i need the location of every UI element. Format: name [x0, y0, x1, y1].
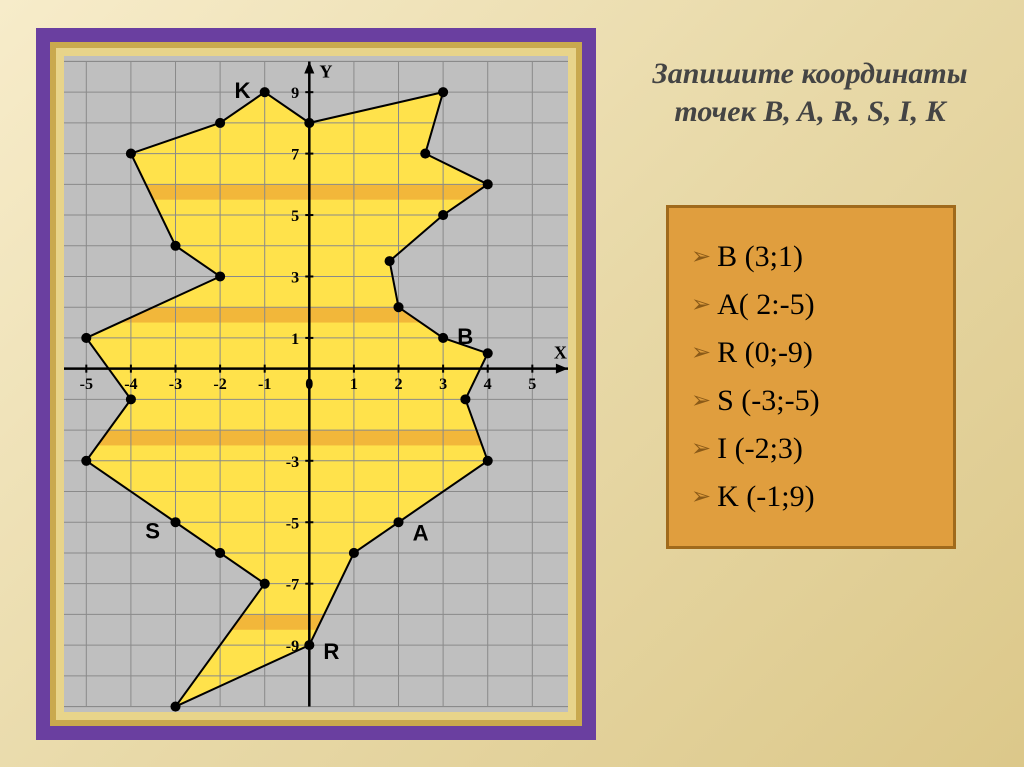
svg-text:3: 3	[291, 270, 299, 287]
svg-text:9: 9	[291, 85, 299, 102]
plot-svg: -5 -4 -3 -2 -1 0 1 2 3 4 5 -9 -7 -5 -3 1 3 5 7 9 X Y K B A R S	[64, 56, 568, 712]
svg-text:A: A	[413, 520, 429, 545]
svg-text:-2: -2	[213, 376, 226, 393]
answer-line: ➢K (-1;9)	[691, 480, 931, 514]
svg-text:0: 0	[305, 376, 313, 393]
plot-inner-frame: -5 -4 -3 -2 -1 0 1 2 3 4 5 -9 -7 -5 -3 1 3 5 7 9 X Y K B A R S	[50, 42, 582, 726]
svg-text:Y: Y	[319, 62, 332, 82]
svg-text:3: 3	[439, 376, 447, 393]
answers-box: ➢В (3;1) ➢А( 2:-5) ➢R (0;-9) ➢S (-3;-5) ➢I (…	[666, 205, 956, 549]
svg-text:S: S	[145, 518, 160, 543]
svg-text:-9: -9	[286, 638, 299, 655]
svg-text:-5: -5	[286, 515, 299, 532]
svg-text:2: 2	[394, 376, 402, 393]
svg-text:1: 1	[291, 331, 299, 348]
svg-text:X: X	[554, 343, 567, 363]
slide: Запишите координаты точек B, A, R, S, I,…	[0, 0, 1024, 767]
svg-text:-3: -3	[169, 376, 182, 393]
svg-text:-7: -7	[286, 577, 299, 594]
svg-text:1: 1	[350, 376, 358, 393]
svg-text:-5: -5	[80, 376, 93, 393]
svg-text:-1: -1	[258, 376, 271, 393]
svg-text:K: K	[234, 78, 250, 103]
coordinate-plot: -5 -4 -3 -2 -1 0 1 2 3 4 5 -9 -7 -5 -3 1 3 5 7 9 X Y K B A R S	[64, 56, 568, 712]
svg-text:5: 5	[528, 376, 536, 393]
answer-line: ➢R (0;-9)	[691, 336, 931, 370]
answer-line: ➢А( 2:-5)	[691, 288, 931, 322]
svg-text:4: 4	[484, 376, 492, 393]
svg-text:-4: -4	[124, 376, 137, 393]
plot-outer-frame: -5 -4 -3 -2 -1 0 1 2 3 4 5 -9 -7 -5 -3 1 3 5 7 9 X Y K B A R S	[36, 28, 596, 740]
svg-text:5: 5	[291, 208, 299, 225]
svg-text:-3: -3	[286, 454, 299, 471]
svg-text:B: B	[457, 324, 473, 349]
answer-line: ➢В (3;1)	[691, 240, 931, 274]
answer-line: ➢I (-2;3)	[691, 432, 931, 466]
answer-line: ➢S (-3;-5)	[691, 384, 931, 418]
task-title: Запишите координаты точек B, A, R, S, I,…	[620, 55, 1000, 130]
svg-text:R: R	[323, 639, 339, 664]
svg-text:7: 7	[291, 147, 299, 164]
